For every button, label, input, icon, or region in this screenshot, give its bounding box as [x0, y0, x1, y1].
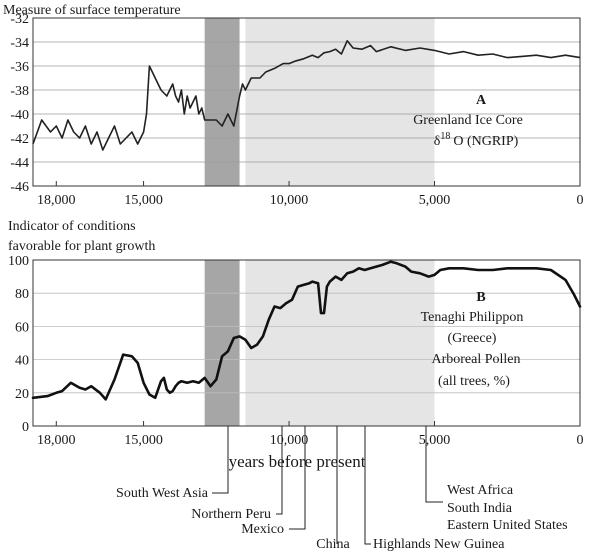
region-label-south-india: South India	[447, 501, 513, 516]
chart-a-annotation-line1: Greenland Ice Core	[413, 113, 523, 128]
chart-a-y-tick-label: -38	[10, 84, 29, 99]
chart-a-y-tick-label: -44	[10, 156, 29, 171]
chart-a-x-tick-label: 5,000	[419, 193, 451, 208]
chart-a: -32 -34 -36 -38 -40 -42 -44 -46 18,000 15,000 10,…	[3, 3, 584, 208]
chart-b-y-tick-label: 40	[15, 354, 29, 369]
region-label-eastern-united-states: Eastern United States	[447, 518, 568, 533]
callout-line-five-thousand	[425, 426, 443, 503]
chart-b-y-tick-label: 80	[15, 287, 29, 302]
chart-a-annotation-line2: δ18 O (NGRIP)	[434, 131, 519, 149]
chart-b-title-line1: Indicator of conditions	[8, 219, 136, 234]
chart-b-x-tick-label: 15,000	[124, 433, 163, 448]
region-label-west-africa: West Africa	[447, 483, 514, 498]
chart-a-y-tick-label: -42	[10, 132, 29, 147]
chart-a-y-tick-label: -40	[10, 108, 29, 123]
region-label-south-west-asia: South West Asia	[116, 486, 209, 501]
chart-b-x-tick-label: 5,000	[419, 433, 451, 448]
region-label-mexico: Mexico	[241, 522, 284, 537]
chart-b-annotation-line3: Arboreal Pollen	[431, 352, 520, 367]
chart-b-gridlines	[33, 292, 580, 394]
chart-a-letter: A	[476, 93, 487, 108]
callout-line-northern-peru	[276, 426, 283, 515]
region-label-highlands-new-guinea: Highlands New Guinea	[373, 537, 505, 552]
chart-a-x-tick-label: 0	[577, 193, 584, 208]
chart-b-y-ticks: 100 80 60 40 20 0	[8, 254, 29, 435]
region-label-northern-peru: Northern Peru	[191, 507, 271, 522]
chart-b-annotation-line4: (all trees, %)	[438, 374, 510, 389]
chart-a-title: Measure of surface temperature	[3, 3, 181, 18]
chart-b-y-tick-label: 60	[15, 320, 29, 335]
chart-b-y-tick-label: 20	[15, 387, 29, 402]
chart-b-annotation-line2: (Greece)	[448, 331, 497, 346]
chart-a-shade-light	[245, 18, 435, 186]
chart-a-annotation-rest: O (NGRIP)	[453, 134, 518, 149]
chart-a-x-tick-label: 10,000	[270, 193, 309, 208]
callout-line-south-west-asia	[212, 426, 229, 494]
chart-b: 100 80 60 40 20 0 18,000 15,000 10,000 5,000 0 In…	[8, 219, 584, 471]
chart-a-series-line	[32, 39, 581, 151]
chart-b-y-tick-label: 0	[22, 420, 29, 435]
chart-a-y-tick-label: -36	[10, 60, 29, 75]
chart-a-x-tick-label: 15,000	[124, 193, 163, 208]
callout-line-highlands-new-guinea	[364, 426, 371, 545]
chart-b-x-tick-label: 18,000	[37, 433, 76, 448]
chart-a-y-ticks: -32 -34 -36 -38 -40 -42 -44 -46	[10, 12, 29, 195]
chart-b-letter: B	[476, 290, 485, 305]
chart-b-y-tick-label: 100	[8, 254, 29, 269]
region-label-china: China	[316, 537, 350, 552]
chart-b-series-line	[31, 260, 582, 401]
chart-a-x-ticks: 18,000 15,000 10,000 5,000 0	[37, 181, 584, 208]
chart-b-annotation-line1: Tenaghi Philippon	[421, 310, 524, 325]
chart-b-x-tick-label: 10,000	[270, 433, 309, 448]
chart-a-shade-dark	[204, 18, 240, 186]
chart-a-y-tick-label: -32	[10, 12, 29, 27]
chart-b-shade-light	[245, 260, 435, 426]
chart-b-shade-dark	[204, 260, 240, 426]
chart-a-y-tick-label: -34	[10, 36, 29, 51]
region-callouts: South West Asia Northern Peru Mexico Chi…	[116, 426, 568, 552]
chart-a-frame	[32, 17, 581, 187]
chart-a-x-tick-label: 18,000	[37, 193, 76, 208]
chart-a-annotation-sup: 18	[440, 131, 450, 142]
chart-b-frame	[32, 259, 581, 427]
chart-a-gridlines	[33, 41, 580, 163]
chart-a-y-tick-label: -46	[10, 180, 29, 195]
chart-b-x-tick-label: 0	[577, 433, 584, 448]
callout-line-mexico	[289, 426, 306, 530]
chart-b-x-ticks: 18,000 15,000 10,000 5,000 0	[37, 421, 584, 448]
chart-b-title-line2: favorable for plant growth	[8, 239, 155, 254]
chart-a-annotation-delta: δ	[434, 134, 441, 149]
chart-b-x-axis-label: years before present	[229, 452, 366, 471]
